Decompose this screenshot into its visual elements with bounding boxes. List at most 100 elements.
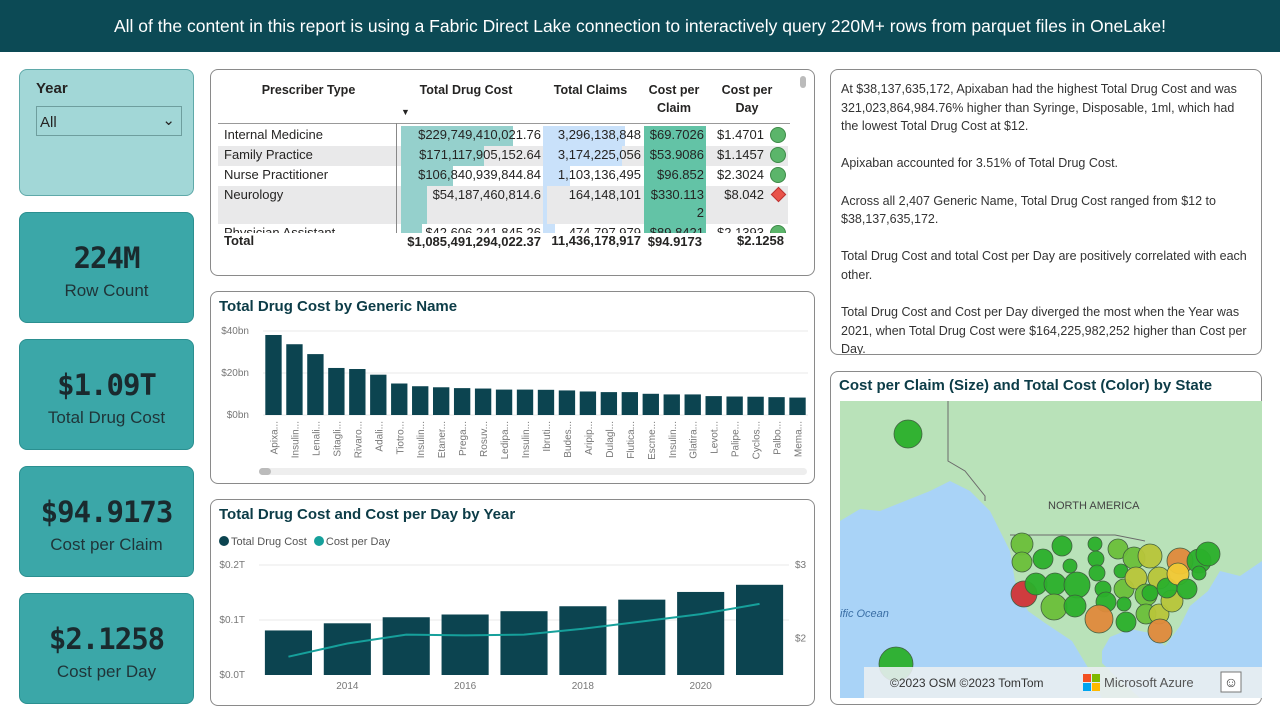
state-bubble[interactable] <box>1084 604 1114 634</box>
legend-total-drug-cost[interactable]: Total Drug Cost <box>231 536 307 548</box>
state-bubble[interactable] <box>1051 535 1073 557</box>
state-bubble[interactable] <box>1011 551 1033 573</box>
col-header-prescriber-type[interactable]: Prescriber Type <box>261 83 356 97</box>
table-total-row: Total $1,085,491,294,022.37 11,436,178,9… <box>218 233 788 273</box>
state-bubble[interactable] <box>1063 594 1087 618</box>
card-label: Row Count <box>64 281 149 300</box>
state-bubble[interactable] <box>1116 596 1132 612</box>
total-claims: 3,174,225,056 <box>557 147 641 162</box>
state-bubble[interactable] <box>1040 593 1068 621</box>
narrative-paragraph: Across all 2,407 Generic Name, Total Dru… <box>841 193 1216 227</box>
x-tick-label: 2020 <box>690 681 713 692</box>
state-bubble[interactable] <box>1032 548 1054 570</box>
x-tick-label: Dulagl... <box>605 421 616 458</box>
cost-per-day: $8.042 <box>724 187 764 202</box>
state-bubble[interactable] <box>1141 584 1159 602</box>
total-drug-cost: $171,117,905,152.64 <box>419 147 541 162</box>
table-row[interactable]: Internal Medicine $229,749,410,021.76 3,… <box>218 126 788 146</box>
total-claims: 3,296,138,848 <box>557 127 641 142</box>
year-bar <box>500 611 548 675</box>
narrative-paragraph: Total Drug Cost and total Cost per Day a… <box>841 249 1247 282</box>
x-tick-label: Ibruti... <box>542 421 553 452</box>
cpc-background <box>644 146 706 166</box>
year-dropdown[interactable]: All ⌄ <box>36 106 182 136</box>
cost-databar <box>401 126 513 146</box>
year-slicer: Year All ⌄ <box>19 69 194 196</box>
col-header-cost-per-day[interactable]: Cost per Day <box>721 83 773 115</box>
bar <box>642 393 659 415</box>
x-tick-label: Palipe... <box>731 421 742 457</box>
scrollbar-thumb[interactable] <box>259 468 271 475</box>
chart-legend: Total Drug Cost Cost per Day <box>219 536 390 548</box>
bar <box>621 392 639 415</box>
state-bubble[interactable] <box>1087 550 1105 568</box>
state-bubble[interactable] <box>1147 618 1173 644</box>
map-brand: Microsoft Azure <box>1104 675 1194 690</box>
col-header-total-drug-cost[interactable]: Total Drug Cost <box>419 83 513 97</box>
total-claims: 11,436,178,917 <box>551 233 641 248</box>
legend-dot-cost-per-day <box>313 536 324 546</box>
x-tick-label: Sitagli... <box>332 421 343 457</box>
table-row[interactable]: Family Practice $171,117,905,152.64 3,17… <box>218 146 788 166</box>
generic-name-chart: Total Drug Cost by Generic Name $0bn $20b… <box>210 291 815 484</box>
table-row[interactable]: Nurse Practitioner $106,840,939,844.84 1… <box>218 166 788 186</box>
state-map-visual: Cost per Claim (Size) and Total Cost (Co… <box>830 371 1262 705</box>
cost-per-day-line <box>288 602 760 658</box>
state-bubble[interactable] <box>1195 541 1221 567</box>
report-banner: All of the content in this report is usi… <box>0 0 1280 52</box>
cost-per-claim-card: $94.9173 Cost per Claim <box>19 466 194 577</box>
state-bubble[interactable] <box>1191 565 1207 581</box>
y-tick-label: $40bn <box>221 326 249 337</box>
col-header-cost-per-claim[interactable]: Cost per Claim <box>648 83 700 115</box>
bubble-map[interactable]: NORTH AMERICA ific Ocean ©2023 OSM ©2023… <box>840 401 1262 698</box>
horizontal-scrollbar[interactable] <box>259 468 807 475</box>
state-bubble[interactable] <box>1176 578 1198 600</box>
year-bar <box>441 614 489 675</box>
green-circle-icon <box>770 167 786 183</box>
cost-per-day-card: $2.1258 Cost per Day <box>19 593 194 704</box>
table-scrollbar[interactable] <box>800 76 806 88</box>
y-left-tick-label: $0.0T <box>219 670 245 681</box>
map-title: Cost per Claim (Size) and Total Cost (Co… <box>839 377 1213 394</box>
total-drug-cost: $229,749,410,021.76 <box>418 127 541 142</box>
bar <box>705 396 722 415</box>
claims-databar <box>543 224 555 233</box>
legend-cost-per-day[interactable]: Cost per Day <box>325 536 391 548</box>
state-bubble[interactable] <box>1124 566 1148 590</box>
state-bubble[interactable] <box>1137 543 1163 569</box>
state-bubble[interactable] <box>1087 536 1103 552</box>
x-tick-label: Etaner... <box>437 421 448 458</box>
bar <box>558 390 576 415</box>
x-tick-label: Insulin... <box>521 421 532 458</box>
year-bar <box>677 591 725 675</box>
bar <box>579 391 597 415</box>
col-header-total-claims[interactable]: Total Claims <box>553 83 628 97</box>
state-bubble[interactable] <box>1063 571 1091 599</box>
x-tick-label: Budes... <box>563 421 574 458</box>
y-left-tick-label: $0.1T <box>219 615 245 626</box>
border-line <box>947 401 986 501</box>
x-tick-label: Levot... <box>710 421 721 454</box>
bar <box>349 369 366 415</box>
cpc-background <box>644 224 706 233</box>
cost-per-claim: $89.8421 <box>649 225 704 233</box>
table-body-scroll[interactable]: Internal Medicine $229,749,410,021.76 3,… <box>218 126 793 233</box>
state-bubble[interactable] <box>1043 572 1067 596</box>
y-left-tick-label: $0.2T <box>219 560 245 571</box>
table-row[interactable]: Neurology $54,187,460,814.6 164,148,101 … <box>218 186 788 224</box>
green-circle-icon <box>770 127 786 143</box>
state-bubble[interactable] <box>1062 558 1078 574</box>
bar <box>328 367 345 415</box>
region-label: NORTH AMERICA <box>1048 500 1140 512</box>
x-tick-label: 2014 <box>336 681 359 692</box>
year-bar <box>618 599 666 675</box>
claims-databar <box>543 146 622 166</box>
state-bubble[interactable] <box>1088 564 1106 582</box>
state-bubble[interactable] <box>1115 611 1137 633</box>
table-row[interactable]: Physician Assistant $42,606,241,845.26 4… <box>218 224 788 233</box>
status-indicator <box>766 224 786 233</box>
claims-databar <box>543 126 625 146</box>
state-bubble[interactable] <box>893 419 923 449</box>
smiley-icon[interactable]: ☺ <box>1220 671 1242 693</box>
bar <box>684 394 701 415</box>
